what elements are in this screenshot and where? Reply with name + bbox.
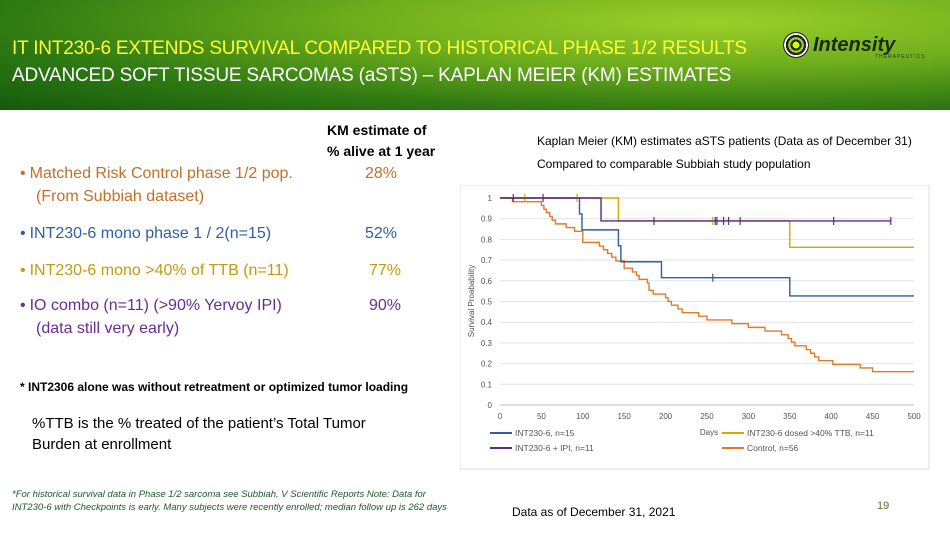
- y-tick-label: 0.4: [481, 318, 493, 327]
- bullet-item: • IO combo (n=11) (>90% Yervoy IPI): [20, 297, 282, 315]
- data-as-of: Data as of December 31, 2021: [512, 505, 676, 519]
- bullet-value: 77%: [369, 262, 402, 279]
- bullet-sublabel: (From Subbiah dataset): [36, 188, 205, 205]
- header-banner: IT INT230-6 EXTENDS SURVIVAL COMPARED TO…: [0, 0, 950, 110]
- y-axis-label: Survival Proabability: [467, 265, 476, 337]
- note: * INT2306 alone was without retreatment …: [20, 380, 409, 394]
- x-tick-label: 300: [742, 412, 756, 421]
- bullet-dot-icon: •: [20, 225, 26, 242]
- footnote: *For historical survival data in Phase 1…: [12, 489, 447, 513]
- bullet-value: 28%: [365, 165, 398, 182]
- y-tick-label: 0.2: [481, 360, 493, 369]
- chart-frame: [460, 185, 930, 470]
- bullet-label: Matched Risk Control phase 1/2 pop.: [29, 165, 293, 182]
- bullet-label: INT230-6 mono phase 1 / 2(n=15): [29, 225, 272, 242]
- x-tick-label: 400: [825, 412, 839, 421]
- x-tick-label: 250: [700, 412, 714, 421]
- km-chart: 0 0.1 0.2 0.3 0.4 0.5 0.6 0.7 0.8 0.9 1 0 50 100 150 20…: [460, 185, 930, 470]
- x-tick-label: 150: [618, 412, 632, 421]
- x-tick-label: 100: [576, 412, 590, 421]
- y-tick-label: 0.6: [481, 277, 493, 286]
- bullet-item: • Matched Risk Control phase 1/2 pop.: [20, 165, 293, 183]
- bullet-sublabel: (data still very early): [36, 320, 180, 337]
- logo-mark-icon: [783, 32, 809, 58]
- x-tick-label: 200: [659, 412, 673, 421]
- y-tick-label: 0.3: [481, 339, 493, 348]
- y-tick-label: 0.5: [481, 298, 493, 307]
- legend-label: INT230-6, n=15: [515, 428, 575, 438]
- bullet-dot-icon: •: [20, 297, 26, 314]
- legend-label: INT230-6 dosed >40% TTB, n=11: [747, 428, 874, 438]
- km-curve-3: [500, 197, 914, 373]
- y-tick-label: 0: [488, 401, 493, 410]
- bullet-value: 90%: [369, 297, 402, 314]
- legend-label: Control, n=56: [747, 443, 799, 453]
- y-tick-label: 0.7: [481, 256, 493, 265]
- x-tick-label: 450: [866, 412, 880, 421]
- y-tick-label: 0.9: [481, 215, 493, 224]
- legend-label: INT230-6 + IPI, n=11: [515, 443, 594, 453]
- x-axis-label: Days: [700, 428, 718, 437]
- km-heading: KM estimate of% alive at 1 year: [327, 122, 436, 159]
- y-tick-label: 0.1: [481, 380, 493, 389]
- bullet-item: • INT230-6 mono >40% of TTB (n=11): [20, 262, 289, 280]
- bullet-item: • INT230-6 mono phase 1 / 2(n=15): [20, 225, 271, 243]
- x-tick-label: 350: [783, 412, 797, 421]
- bullet-value: 52%: [365, 225, 398, 242]
- company-logo: Intensity THERAPEUTICS: [783, 32, 925, 60]
- x-tick-label: 50: [537, 412, 546, 421]
- y-tick-label: 0.8: [481, 235, 493, 244]
- x-tick-label: 0: [498, 412, 503, 421]
- km-curve-2: [500, 197, 891, 222]
- page-number: 19: [877, 500, 890, 512]
- y-tick-label: 1: [488, 194, 493, 203]
- x-tick-label: 500: [907, 412, 921, 421]
- bullet-dot-icon: •: [20, 165, 26, 182]
- slide-title: IT INT230-6 EXTENDS SURVIVAL COMPARED TO…: [12, 38, 747, 59]
- bullet-dot-icon: •: [20, 262, 26, 279]
- ttb-note: %TTB is the % treated of the patient’s T…: [32, 415, 366, 453]
- bullet-label: IO combo (n=11) (>90% Yervoy IPI): [29, 297, 282, 314]
- bullet-label: INT230-6 mono >40% of TTB (n=11): [29, 262, 289, 279]
- slide-subtitle: ADVANCED SOFT TISSUE SARCOMAS (aSTS) – K…: [12, 65, 732, 86]
- chart-title: Kaplan Meier (KM) estimates aSTS patient…: [537, 134, 912, 171]
- km-curve-0: [500, 197, 914, 297]
